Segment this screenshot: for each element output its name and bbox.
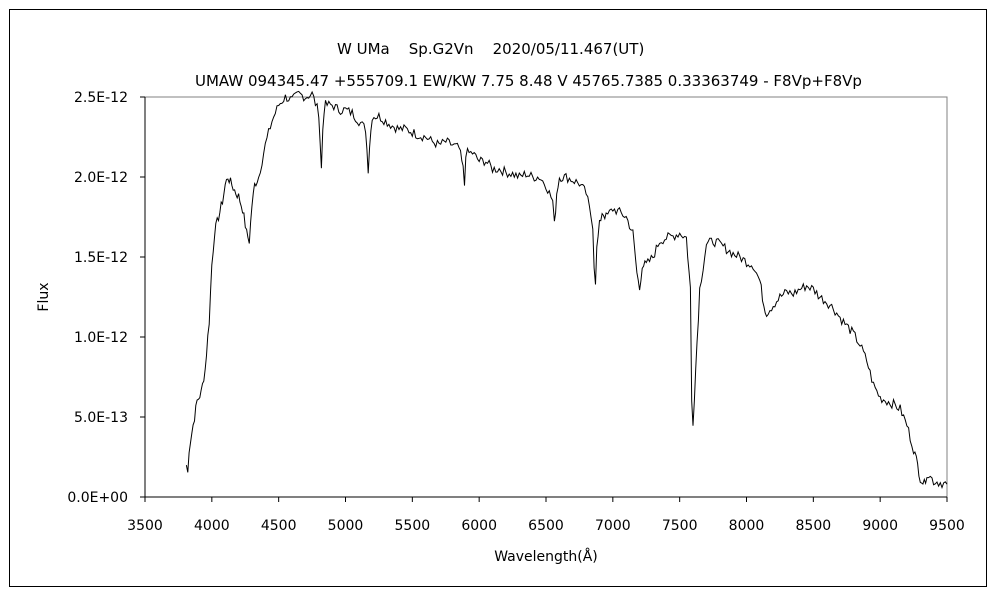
x-tick-label: 7000 bbox=[595, 518, 631, 534]
x-tick-label: 5500 bbox=[395, 518, 431, 534]
x-axis: 3500 4000 4500 5000 5500 6000 6500 7000 7500 8000… bbox=[127, 496, 965, 534]
y-tick-label: 1.5E-12 bbox=[74, 250, 128, 266]
chart-title: W UMa Sp.G2Vn 2020/05/11.467(UT) bbox=[337, 40, 645, 58]
spectrum-line bbox=[185, 90, 948, 489]
x-tick-label: 4500 bbox=[261, 518, 297, 534]
x-tick-label: 3500 bbox=[127, 518, 163, 534]
chart-subtitle: UMAW 094345.47 +555709.1 EW/KW 7.75 8.48… bbox=[195, 72, 862, 90]
x-tick-label: 6500 bbox=[528, 518, 564, 534]
y-tick-label: 2.0E-12 bbox=[74, 170, 128, 186]
x-axis-title: Wavelength(Å) bbox=[494, 548, 598, 565]
y-tick-label: 2.5E-12 bbox=[74, 90, 128, 106]
y-tick-label: 1.0E-12 bbox=[74, 330, 128, 346]
x-tick-label: 6000 bbox=[461, 518, 497, 534]
y-tick-label: 5.0E-13 bbox=[74, 410, 128, 426]
x-tick-label: 8000 bbox=[729, 518, 765, 534]
y-axis: 0.0E+00 5.0E-13 1.0E-12 1.5E-12 2.0E-12 2.5E-… bbox=[67, 90, 146, 506]
y-axis-title: Flux bbox=[36, 282, 52, 311]
y-tick-label: 0.0E+00 bbox=[67, 490, 128, 506]
x-tick-label: 4000 bbox=[194, 518, 230, 534]
x-tick-label: 9000 bbox=[862, 518, 898, 534]
x-tick-label: 9500 bbox=[929, 518, 965, 534]
x-tick-label: 8500 bbox=[796, 518, 832, 534]
plot-area bbox=[144, 96, 948, 498]
x-tick-label: 7500 bbox=[662, 518, 698, 534]
x-tick-label: 5000 bbox=[328, 518, 364, 534]
